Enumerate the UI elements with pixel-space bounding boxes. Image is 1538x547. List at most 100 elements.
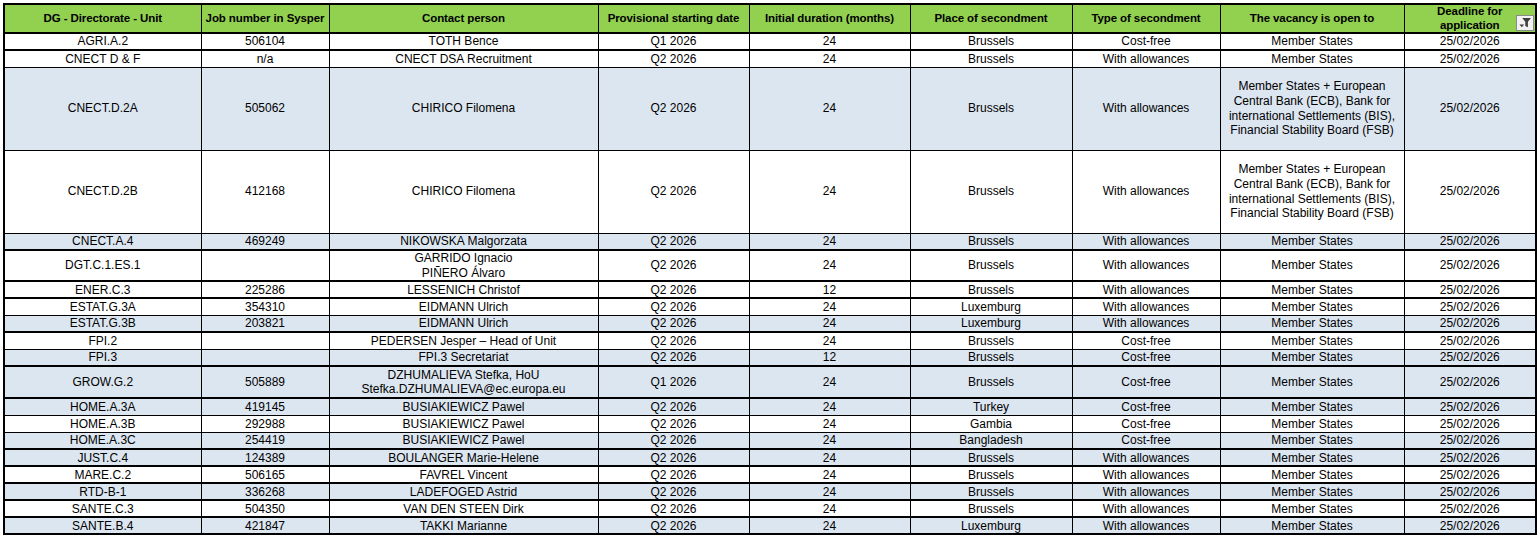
cell-open_to[interactable]: Member States — [1220, 50, 1404, 67]
cell-start_date[interactable]: Q2 2026 — [598, 315, 749, 332]
cell-start_date[interactable]: Q2 2026 — [598, 281, 749, 298]
cell-start_date[interactable]: Q2 2026 — [598, 349, 749, 366]
cell-deadline[interactable]: 25/02/2026 — [1404, 298, 1536, 315]
cell-deadline[interactable]: 25/02/2026 — [1404, 398, 1536, 415]
cell-job_number[interactable] — [201, 250, 329, 281]
cell-type[interactable]: With allowances — [1072, 315, 1220, 332]
cell-unit[interactable]: MARE.C.2 — [4, 466, 201, 483]
cell-deadline[interactable]: 25/02/2026 — [1404, 415, 1536, 432]
cell-type[interactable]: With allowances — [1072, 250, 1220, 281]
cell-unit[interactable]: AGRI.A.2 — [4, 33, 201, 50]
cell-duration[interactable]: 24 — [749, 33, 910, 50]
cell-open_to[interactable]: Member States — [1220, 281, 1404, 298]
cell-type[interactable]: With allowances — [1072, 500, 1220, 517]
cell-deadline[interactable]: 25/02/2026 — [1404, 483, 1536, 500]
cell-contact[interactable]: BUSIAKIEWICZ Pawel — [329, 398, 598, 415]
cell-duration[interactable]: 24 — [749, 298, 910, 315]
cell-type[interactable]: With allowances — [1072, 67, 1220, 150]
cell-contact[interactable]: NIKOWSKA Malgorzata — [329, 233, 598, 250]
cell-open_to[interactable]: Member States — [1220, 315, 1404, 332]
cell-unit[interactable]: HOME.A.3A — [4, 398, 201, 415]
cell-start_date[interactable]: Q1 2026 — [598, 366, 749, 398]
cell-job_number[interactable]: 203821 — [201, 315, 329, 332]
cell-deadline[interactable]: 25/02/2026 — [1404, 449, 1536, 466]
cell-type[interactable]: Cost-free — [1072, 349, 1220, 366]
cell-duration[interactable]: 24 — [749, 432, 910, 449]
cell-start_date[interactable]: Q2 2026 — [598, 415, 749, 432]
cell-job_number[interactable]: n/a — [201, 50, 329, 67]
cell-start_date[interactable]: Q2 2026 — [598, 483, 749, 500]
cell-type[interactable]: Cost-free — [1072, 33, 1220, 50]
cell-contact[interactable]: DZHUMALIEVA Stefka, HoU Stefka.DZHUMALIE… — [329, 366, 598, 398]
cell-job_number[interactable]: 354310 — [201, 298, 329, 315]
cell-open_to[interactable]: Member States — [1220, 349, 1404, 366]
cell-open_to[interactable]: Member States — [1220, 398, 1404, 415]
cell-type[interactable]: With allowances — [1072, 281, 1220, 298]
cell-duration[interactable]: 24 — [749, 150, 910, 233]
cell-unit[interactable]: GROW.G.2 — [4, 366, 201, 398]
cell-unit[interactable]: CNECT.D.2B — [4, 150, 201, 233]
cell-place[interactable]: Luxemburg — [910, 517, 1072, 534]
column-header-unit[interactable]: DG - Directorate - Unit — [4, 4, 201, 33]
cell-contact[interactable]: CNECT DSA Recruitment — [329, 50, 598, 67]
cell-open_to[interactable]: Member States — [1220, 366, 1404, 398]
cell-duration[interactable]: 24 — [749, 415, 910, 432]
cell-start_date[interactable]: Q2 2026 — [598, 432, 749, 449]
cell-duration[interactable]: 24 — [749, 332, 910, 349]
cell-place[interactable]: Brussels — [910, 466, 1072, 483]
cell-open_to[interactable]: Member States — [1220, 500, 1404, 517]
cell-job_number[interactable] — [201, 332, 329, 349]
cell-contact[interactable]: PEDERSEN Jesper – Head of Unit — [329, 332, 598, 349]
cell-place[interactable]: Brussels — [910, 500, 1072, 517]
cell-contact[interactable]: FPI.3 Secretariat — [329, 349, 598, 366]
cell-contact[interactable]: EIDMANN Ulrich — [329, 298, 598, 315]
cell-duration[interactable]: 12 — [749, 349, 910, 366]
cell-open_to[interactable]: Member States — [1220, 483, 1404, 500]
cell-contact[interactable]: GARRIDO Ignacio PIÑERO Álvaro — [329, 250, 598, 281]
cell-open_to[interactable]: Member States — [1220, 466, 1404, 483]
cell-open_to[interactable]: Member States — [1220, 33, 1404, 50]
cell-place[interactable]: Brussels — [910, 281, 1072, 298]
cell-duration[interactable]: 24 — [749, 449, 910, 466]
cell-type[interactable]: Cost-free — [1072, 366, 1220, 398]
cell-unit[interactable]: SANTE.B.4 — [4, 517, 201, 534]
cell-unit[interactable]: CNECT.D.2A — [4, 67, 201, 150]
cell-place[interactable]: Luxemburg — [910, 298, 1072, 315]
cell-place[interactable]: Brussels — [910, 349, 1072, 366]
cell-place[interactable]: Brussels — [910, 233, 1072, 250]
cell-place[interactable]: Brussels — [910, 366, 1072, 398]
cell-contact[interactable]: FAVREL Vincent — [329, 466, 598, 483]
cell-contact[interactable]: EIDMANN Ulrich — [329, 315, 598, 332]
cell-job_number[interactable]: 505062 — [201, 67, 329, 150]
cell-type[interactable]: With allowances — [1072, 150, 1220, 233]
cell-duration[interactable]: 24 — [749, 483, 910, 500]
cell-contact[interactable]: TOTH Bence — [329, 33, 598, 50]
column-header-job-number[interactable]: Job number in Sysper — [201, 4, 329, 33]
cell-start_date[interactable]: Q2 2026 — [598, 398, 749, 415]
cell-place[interactable]: Brussels — [910, 33, 1072, 50]
cell-start_date[interactable]: Q2 2026 — [598, 298, 749, 315]
cell-place[interactable]: Brussels — [910, 150, 1072, 233]
cell-start_date[interactable]: Q2 2026 — [598, 150, 749, 233]
cell-job_number[interactable]: 292988 — [201, 415, 329, 432]
column-header-contact[interactable]: Contact person — [329, 4, 598, 33]
column-header-deadline[interactable]: Deadline for application — [1404, 4, 1536, 33]
cell-job_number[interactable]: 505889 — [201, 366, 329, 398]
cell-job_number[interactable] — [201, 349, 329, 366]
cell-type[interactable]: With allowances — [1072, 517, 1220, 534]
cell-type[interactable]: Cost-free — [1072, 432, 1220, 449]
cell-job_number[interactable]: 506104 — [201, 33, 329, 50]
column-header-open-to[interactable]: The vacancy is open to — [1220, 4, 1404, 33]
cell-contact[interactable]: BUSIAKIEWICZ Pawel — [329, 432, 598, 449]
cell-place[interactable]: Brussels — [910, 332, 1072, 349]
cell-job_number[interactable]: 469249 — [201, 233, 329, 250]
cell-duration[interactable]: 12 — [749, 281, 910, 298]
cell-contact[interactable]: LADEFOGED Astrid — [329, 483, 598, 500]
cell-unit[interactable]: DGT.C.1.ES.1 — [4, 250, 201, 281]
column-header-place[interactable]: Place of secondment — [910, 4, 1072, 33]
cell-contact[interactable]: VAN DEN STEEN Dirk — [329, 500, 598, 517]
cell-duration[interactable]: 24 — [749, 500, 910, 517]
cell-duration[interactable]: 24 — [749, 366, 910, 398]
cell-place[interactable]: Brussels — [910, 67, 1072, 150]
cell-deadline[interactable]: 25/02/2026 — [1404, 33, 1536, 50]
